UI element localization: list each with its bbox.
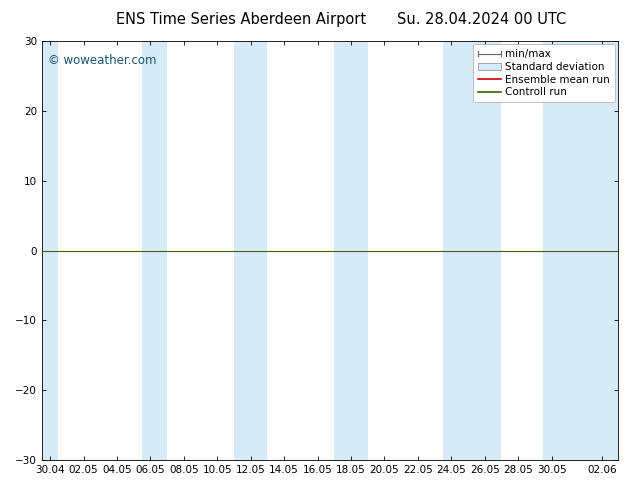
Text: ENS Time Series Aberdeen Airport: ENS Time Series Aberdeen Airport: [116, 12, 366, 27]
Bar: [543, 41, 618, 460]
Bar: [234, 41, 268, 460]
Legend: min/max, Standard deviation, Ensemble mean run, Controll run: min/max, Standard deviation, Ensemble me…: [473, 44, 616, 102]
Text: Su. 28.04.2024 00 UTC: Su. 28.04.2024 00 UTC: [398, 12, 566, 27]
Bar: [443, 41, 501, 460]
Bar: [334, 41, 368, 460]
Text: © woweather.com: © woweather.com: [48, 53, 156, 67]
Bar: [142, 41, 167, 460]
Bar: [42, 41, 58, 460]
